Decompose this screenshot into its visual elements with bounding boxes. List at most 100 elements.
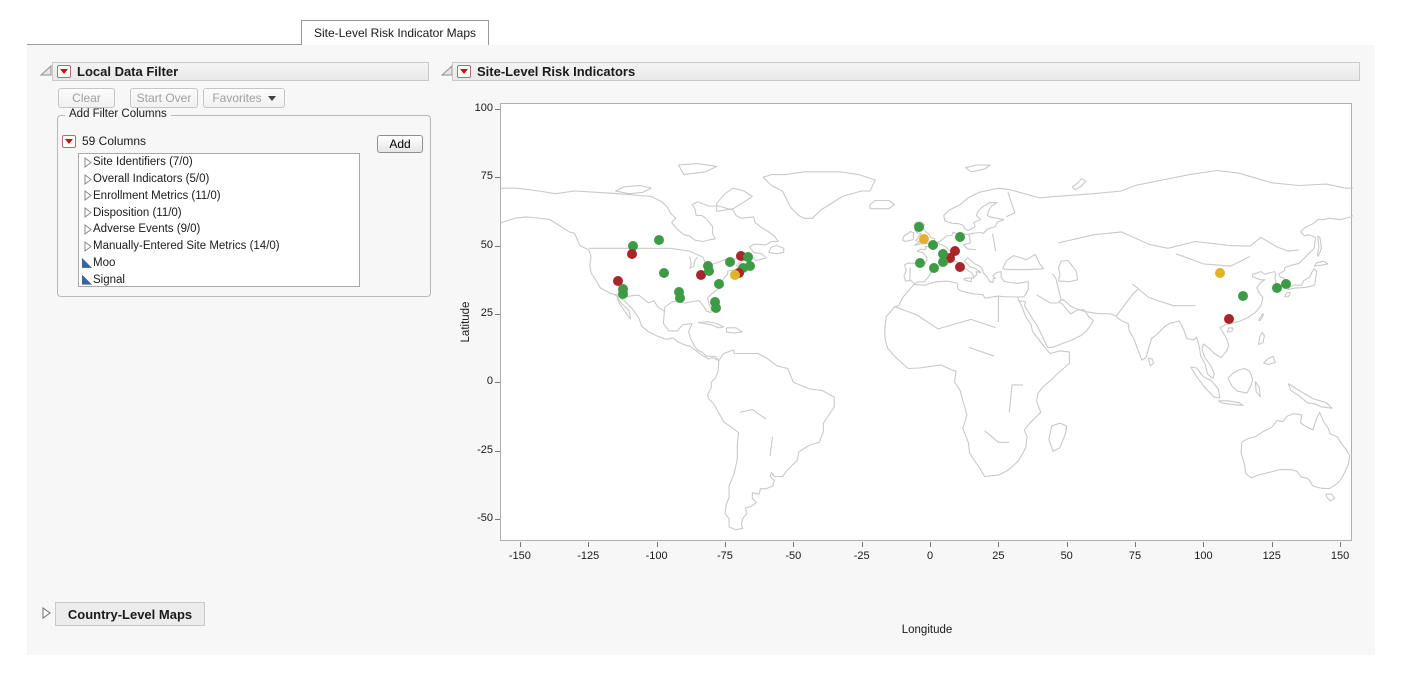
x-tick-mark: [1272, 542, 1273, 547]
expand-arrow-icon: [81, 207, 93, 218]
add-filter-columns-label: Add Filter Columns: [65, 108, 171, 120]
red-triangle-menu-icon[interactable]: [457, 65, 471, 78]
x-tick-mark: [1135, 542, 1136, 547]
collapse-triangle-local-data-filter[interactable]: [40, 64, 52, 76]
site-level-risk-indicators-header: Site-Level Risk Indicators: [452, 62, 1360, 81]
x-tick-label: -25: [840, 550, 884, 562]
local-data-filter-title: Local Data Filter: [77, 64, 178, 79]
x-tick-mark: [1203, 542, 1204, 547]
red-triangle-menu-icon[interactable]: [62, 135, 76, 148]
site-marker-green[interactable]: [1281, 279, 1291, 289]
site-marker-yellow[interactable]: [730, 270, 740, 280]
window: Site-Level Risk Indicator Maps Local Dat…: [0, 0, 1415, 681]
filter-column-item-moo[interactable]: Moo: [79, 255, 359, 272]
tab-site-level-risk-indicator-maps[interactable]: Site-Level Risk Indicator Maps: [301, 20, 489, 45]
report-surface: Local Data Filter Clear Start Over Favor…: [27, 45, 1375, 655]
filter-column-item-enrollment-metrics-11-0[interactable]: Enrollment Metrics (11/0): [79, 188, 359, 205]
y-tick-label: -50: [451, 512, 493, 524]
y-axis-title: Latitude: [460, 292, 472, 352]
y-tick-mark: [495, 451, 500, 452]
x-tick-label: -150: [498, 550, 542, 562]
filter-column-label: Adverse Events (9/0): [93, 223, 200, 235]
x-tick-label: -75: [703, 550, 747, 562]
continuous-column-icon: [81, 274, 93, 285]
x-tick-mark: [725, 542, 726, 547]
filter-column-item-signal[interactable]: Signal: [79, 271, 359, 287]
x-tick-label: -50: [771, 550, 815, 562]
x-tick-label: 50: [1045, 550, 1089, 562]
x-tick-mark: [930, 542, 931, 547]
filter-column-label: Manually-Entered Site Metrics (14/0): [93, 240, 280, 252]
filter-column-label: Disposition (11/0): [93, 207, 182, 219]
site-marker-green[interactable]: [745, 261, 755, 271]
x-tick-label: 100: [1181, 550, 1225, 562]
local-data-filter-header: Local Data Filter: [52, 62, 429, 81]
site-marker-green[interactable]: [725, 257, 735, 267]
filter-column-label: Signal: [93, 274, 125, 286]
site-marker-green[interactable]: [914, 222, 924, 232]
y-tick-label: 75: [451, 170, 493, 182]
add-button[interactable]: Add: [377, 135, 423, 153]
favorites-dropdown-button[interactable]: Favorites: [203, 88, 285, 108]
expand-arrow-icon: [81, 157, 93, 168]
site-marker-red[interactable]: [627, 249, 637, 259]
y-tick-mark: [495, 314, 500, 315]
x-tick-label: -100: [635, 550, 679, 562]
x-tick-mark: [1067, 542, 1068, 547]
expand-arrow-icon: [81, 174, 93, 185]
expand-arrow-icon: [81, 241, 93, 252]
y-tick-label: -25: [451, 444, 493, 456]
y-tick-mark: [495, 519, 500, 520]
y-tick-label: 100: [451, 102, 493, 114]
filter-column-item-disposition-11-0[interactable]: Disposition (11/0): [79, 204, 359, 221]
columns-summary-row: 59 Columns: [62, 134, 146, 148]
y-tick-mark: [495, 246, 500, 247]
world-map-plot[interactable]: Longitude Latitude -150-125-100-75-50-25…: [500, 103, 1352, 541]
filter-column-item-overall-indicators-5-0[interactable]: Overall Indicators (5/0): [79, 171, 359, 188]
x-tick-mark: [657, 542, 658, 547]
filter-column-item-adverse-events-9-0[interactable]: Adverse Events (9/0): [79, 221, 359, 238]
site-marker-green[interactable]: [928, 240, 938, 250]
x-tick-label: 125: [1250, 550, 1294, 562]
x-tick-label: 25: [976, 550, 1020, 562]
country-level-maps-header[interactable]: Country-Level Maps: [55, 602, 205, 626]
site-marker-green[interactable]: [938, 257, 948, 267]
filter-column-label: Overall Indicators (5/0): [93, 173, 209, 185]
filter-column-item-manually-entered-site-metrics-14-0[interactable]: Manually-Entered Site Metrics (14/0): [79, 238, 359, 255]
x-tick-label: 0: [908, 550, 952, 562]
filter-column-label: Enrollment Metrics (11/0): [93, 190, 221, 202]
y-tick-label: 25: [451, 307, 493, 319]
x-tick-mark: [588, 542, 589, 547]
x-tick-mark: [1340, 542, 1341, 547]
red-triangle-menu-icon[interactable]: [57, 65, 71, 78]
y-tick-mark: [495, 109, 500, 110]
expand-arrow-icon: [81, 190, 93, 201]
filter-column-item-site-identifiers-7-0[interactable]: Site Identifiers (7/0): [79, 154, 359, 171]
filter-columns-list[interactable]: Site Identifiers (7/0) Overall Indicators…: [78, 153, 360, 287]
x-tick-mark: [793, 542, 794, 547]
x-tick-label: 75: [1113, 550, 1157, 562]
columns-summary: 59 Columns: [82, 134, 146, 148]
site-marker-green[interactable]: [743, 252, 753, 262]
x-tick-label: 150: [1318, 550, 1362, 562]
filter-column-label: Site Identifiers (7/0): [93, 156, 193, 168]
continuous-column-icon: [81, 257, 93, 268]
dropdown-caret-icon: [268, 96, 276, 101]
y-tick-label: 50: [451, 239, 493, 251]
expand-triangle-country-level-maps[interactable]: [40, 607, 52, 619]
clear-button[interactable]: Clear: [58, 88, 115, 108]
x-tick-mark: [520, 542, 521, 547]
expand-arrow-icon: [81, 224, 93, 235]
tab-label: Site-Level Risk Indicator Maps: [314, 26, 476, 40]
x-axis-title: Longitude: [501, 624, 1353, 636]
x-tick-label: -125: [566, 550, 610, 562]
country-level-maps-title: Country-Level Maps: [68, 607, 192, 622]
site-level-risk-indicators-title: Site-Level Risk Indicators: [477, 64, 635, 79]
site-marker-red[interactable]: [955, 262, 965, 272]
x-tick-mark: [862, 542, 863, 547]
y-tick-label: 0: [451, 375, 493, 387]
y-tick-mark: [495, 382, 500, 383]
y-tick-mark: [495, 177, 500, 178]
filter-column-label: Moo: [93, 257, 115, 269]
start-over-button[interactable]: Start Over: [130, 88, 198, 108]
